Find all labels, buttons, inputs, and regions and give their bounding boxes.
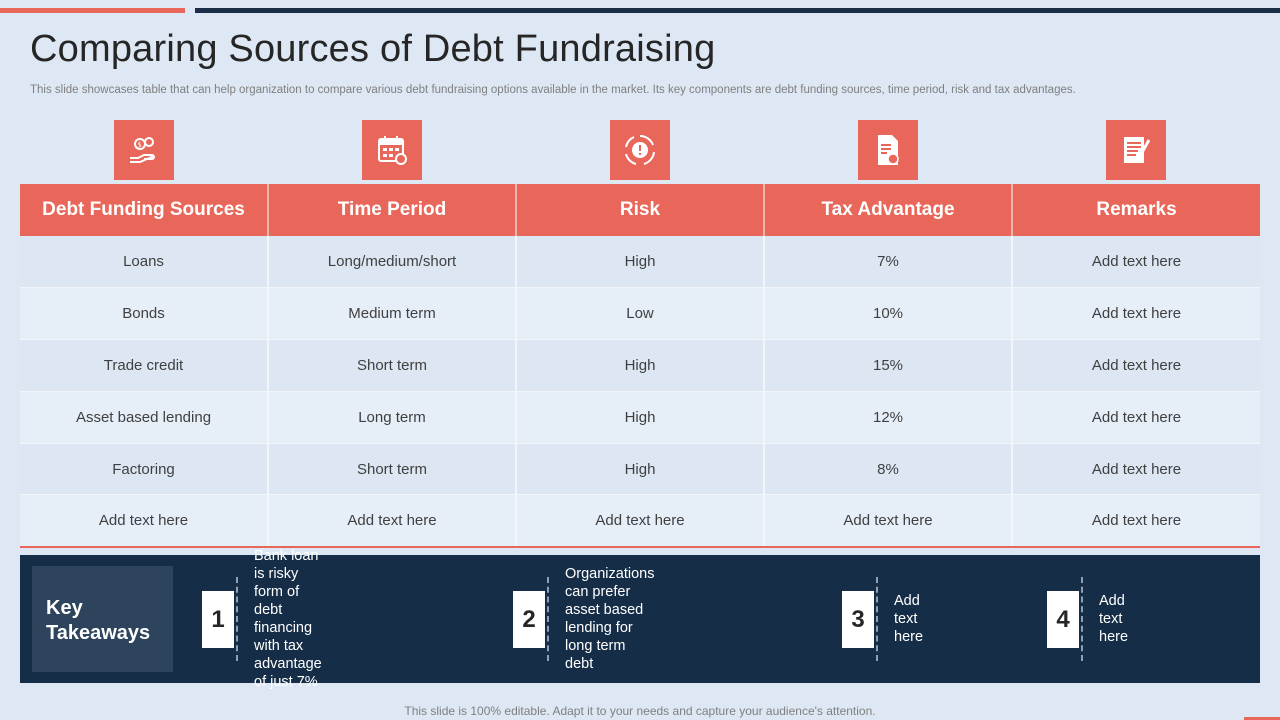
- header-remarks: Remarks: [1011, 184, 1260, 236]
- takeaway-number: 4: [1047, 591, 1079, 648]
- table-cell: 10%: [764, 287, 1013, 341]
- table-cell: Add text here: [1012, 236, 1260, 289]
- takeaway-text: Add text here: [894, 593, 924, 645]
- column-icons: $: [20, 120, 1260, 180]
- money-hand-icon: $: [114, 120, 174, 180]
- takeaway-divider: [876, 577, 878, 661]
- table-row: Factoring Short term High 8% Add text he…: [20, 443, 1260, 496]
- header-risk: Risk: [515, 184, 765, 236]
- table-row: Trade credit Short term High 15% Add tex…: [20, 339, 1260, 392]
- key-takeaways-panel: Key Takeaways 1 Bank loan is risky form …: [20, 548, 1260, 690]
- table-cell: Add text here: [1012, 494, 1260, 548]
- remarks-notepad-icon: [1106, 120, 1166, 180]
- table-header-row: Debt Funding Sources Time Period Risk Ta…: [20, 184, 1260, 236]
- table-cell: High: [516, 391, 765, 444]
- table-cell: High: [516, 443, 765, 496]
- table-cell: Medium term: [268, 287, 517, 341]
- table-cell: Long/medium/short: [268, 236, 517, 289]
- takeaway-divider: [1081, 577, 1083, 661]
- top-accent-bar-red: [0, 8, 185, 13]
- key-takeaways-label: Key Takeaways: [32, 566, 173, 672]
- table-row: Asset based lending Long term High 12% A…: [20, 391, 1260, 444]
- table-cell: Add text here: [764, 494, 1013, 548]
- table-cell: High: [516, 236, 765, 289]
- header-debt-funding-sources: Debt Funding Sources: [20, 184, 269, 236]
- table-row: Loans Long/medium/short High 7% Add text…: [20, 236, 1260, 289]
- table-cell: Add text here: [1012, 339, 1260, 392]
- table-cell: Bonds: [20, 287, 269, 341]
- slide-footer: This slide is 100% editable. Adapt it to…: [404, 704, 876, 718]
- table-cell: Long term: [268, 391, 517, 444]
- takeaway-number: 2: [513, 591, 545, 648]
- takeaway-text: Bank loan is risky form of debt financin…: [254, 548, 322, 690]
- table-cell: Low: [516, 287, 765, 341]
- table-cell: Asset based lending: [20, 391, 269, 444]
- table-cell: Add text here: [516, 494, 765, 548]
- table-cell: Short term: [268, 443, 517, 496]
- top-accent-bar-navy: [195, 8, 1280, 13]
- slide-title: Comparing Sources of Debt Fundraising: [30, 28, 716, 70]
- table-cell: Add text here: [1012, 287, 1260, 341]
- takeaway-text: Add text here: [1099, 593, 1129, 645]
- table-cell: Short term: [268, 339, 517, 392]
- calendar-icon: [362, 120, 422, 180]
- takeaway-number: 1: [202, 591, 234, 648]
- comparison-table: Debt Funding Sources Time Period Risk Ta…: [20, 184, 1260, 548]
- takeaway-divider: [547, 577, 549, 661]
- table-cell: Add text here: [268, 494, 517, 548]
- table-cell: Trade credit: [20, 339, 269, 392]
- tax-document-icon: [858, 120, 918, 180]
- table-cell: 15%: [764, 339, 1013, 392]
- table-cell: High: [516, 339, 765, 392]
- header-time-period: Time Period: [267, 184, 517, 236]
- takeaway-divider: [236, 577, 238, 661]
- svg-text:$: $: [138, 141, 142, 149]
- table-row: Add text here Add text here Add text her…: [20, 494, 1260, 548]
- table-cell: Factoring: [20, 443, 269, 496]
- table-cell: 8%: [764, 443, 1013, 496]
- table-cell: Add text here: [20, 494, 269, 548]
- takeaway-text: Organizations can prefer asset based len…: [565, 566, 655, 672]
- slide-subtitle: This slide showcases table that can help…: [30, 84, 1076, 96]
- takeaway-number: 3: [842, 591, 874, 648]
- header-tax-advantage: Tax Advantage: [763, 184, 1013, 236]
- table-cell: Add text here: [1012, 391, 1260, 444]
- table-cell: Add text here: [1012, 443, 1260, 496]
- risk-alert-icon: [610, 120, 670, 180]
- table-cell: Loans: [20, 236, 269, 289]
- corner-accent: [1244, 717, 1280, 720]
- table-cell: 7%: [764, 236, 1013, 289]
- table-row: Bonds Medium term Low 10% Add text here: [20, 287, 1260, 341]
- table-cell: 12%: [764, 391, 1013, 444]
